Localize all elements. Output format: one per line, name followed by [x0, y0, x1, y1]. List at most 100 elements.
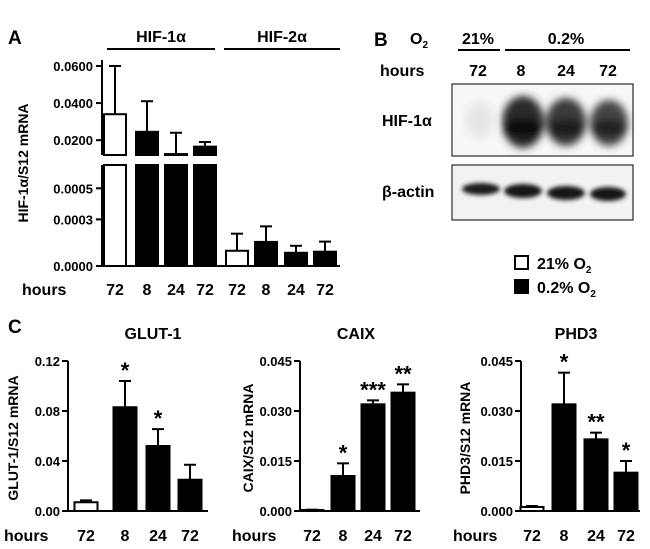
xtick-c1-3: 72: [181, 528, 199, 545]
ylabel-c2: CAIX/S12 mRNA: [240, 384, 256, 493]
bar-a-6: [284, 251, 308, 268]
xtick-c2-1: 8: [339, 528, 348, 545]
blot-o2-label: O2: [410, 31, 428, 51]
xtick-a-3: 72: [196, 282, 214, 299]
xtick-a-1: 8: [143, 282, 152, 299]
blot-hour-2: 24: [557, 63, 575, 80]
bar-c3-2: [583, 438, 609, 513]
blot-band2-label: β-actin: [382, 184, 434, 201]
tick-label-a-upper-1: 0.0400: [53, 96, 93, 111]
bar-c2-2: [360, 403, 386, 513]
xtick-a-7: 72: [316, 282, 334, 299]
hif1a-bands: [466, 96, 628, 148]
xtick-c1-1: 8: [121, 528, 130, 545]
tick-label-c1-1: 0.04: [35, 454, 61, 469]
tick-label-a-upper-2: 0.0200: [53, 133, 93, 148]
legend: 21% O2 0.2% O2: [514, 255, 596, 300]
bar-a-7: [313, 250, 337, 268]
ylabel-a: HIF-1α/S12 mRNA: [15, 103, 31, 222]
panel-b-blot: O2 21% 0.2% hours 72 8 24 72 HIF-1α β-ac…: [380, 31, 634, 221]
blot-cond-21: 21%: [462, 31, 494, 48]
significance-c1-1: *: [121, 358, 130, 383]
title-c3: PHD3: [555, 326, 598, 343]
bar-a-1-upper: [135, 130, 159, 157]
bar-a-3-upper: [193, 145, 217, 156]
tick-label-a-lower-0: 0.0005: [53, 181, 93, 196]
xtick-a-2: 24: [167, 282, 185, 299]
xtick-c2-2: 24: [364, 528, 382, 545]
bar-c1-1: [112, 406, 138, 512]
title-c2: CAIX: [337, 326, 376, 343]
tick-label-c2-3: 0.045: [259, 354, 292, 369]
bar-a-2-upper: [164, 153, 188, 157]
xtick-a-6: 24: [287, 282, 305, 299]
legend-swatch-hypoxia: [514, 279, 529, 294]
bar-c2-3: [390, 391, 416, 512]
xtick-c1-2: 24: [149, 528, 167, 545]
tick-label-c3-1: 0.015: [480, 454, 513, 469]
tick-label-a-lower-1: 0.0003: [53, 212, 93, 227]
tick-label-c3-0: 0.000: [480, 504, 513, 519]
bar-a-0-lower: [103, 164, 127, 267]
tick-label-c1-2: 0.08: [35, 404, 60, 419]
bar-c3-0: [519, 506, 545, 512]
tick-label-c3-3: 0.045: [480, 354, 513, 369]
panel-a-chart: 0.0600 0.0400 0.0200 0.0005 0.0003 0.0000 HIF-…: [15, 29, 340, 299]
xtick-c1-0: 72: [77, 528, 95, 545]
bar-c1-0: [73, 501, 99, 512]
group-label-1: HIF-2α: [257, 29, 307, 46]
blot-band1-label: HIF-1α: [382, 113, 432, 130]
bar-c3-1: [551, 403, 577, 513]
panel-label-a: A: [8, 28, 22, 49]
panel-c-charts: 0.00 0.04 0.08 0.12 72 * 8 * 24 72 GLUT-1 GLUT-1/S1…: [4, 326, 640, 545]
bar-c3-3: [613, 471, 639, 512]
bar-a-4: [225, 249, 249, 268]
blot-cond-02: 0.2%: [548, 31, 584, 48]
xlabel-c1: hours: [4, 528, 49, 545]
blot-hour-0: 72: [469, 63, 487, 80]
panel-label-b: B: [374, 30, 388, 51]
group-label-0: HIF-1α: [136, 29, 186, 46]
significance-c3-3: *: [622, 438, 631, 463]
significance-c2-2: ***: [360, 377, 386, 402]
ylabel-c1: GLUT-1/S12 mRNA: [5, 375, 21, 500]
tick-label-c2-2: 0.030: [259, 404, 292, 419]
blot-hour-1: 8: [517, 63, 526, 80]
bar-c1-2: [145, 445, 171, 512]
bar-a-2-lower: [164, 164, 188, 267]
panel-label-c: C: [8, 317, 22, 338]
bar-a-0-upper: [103, 113, 127, 157]
xtick-c2-0: 72: [303, 528, 321, 545]
legend-swatch-normoxia: [514, 255, 529, 270]
bar-a-5: [254, 240, 278, 268]
tick-label-c2-0: 0.000: [259, 504, 292, 519]
actin-bands: [462, 183, 626, 201]
tick-label-a-lower-2: 0.0000: [53, 259, 93, 274]
significance-c3-1: *: [560, 350, 569, 375]
xtick-a-5: 8: [262, 282, 271, 299]
bar-a-3-lower: [193, 164, 217, 267]
tick-label-c1-0: 0.00: [35, 504, 60, 519]
legend-label-hypoxia: 0.2% O2: [537, 280, 596, 300]
title-c1: GLUT-1: [125, 326, 182, 343]
xtick-c3-3: 72: [617, 528, 635, 545]
blot-hour-3: 72: [599, 63, 617, 80]
tick-label-c2-1: 0.015: [259, 454, 292, 469]
bar-c1-3: [177, 478, 203, 512]
tick-label-c3-2: 0.030: [480, 404, 513, 419]
xlabel-c3: hours: [453, 528, 498, 545]
xtick-c3-2: 24: [587, 528, 605, 545]
blot-hours-label: hours: [380, 63, 425, 80]
tick-label-a-upper-0: 0.0600: [53, 59, 93, 74]
xtick-a-4: 72: [228, 282, 246, 299]
legend-label-normoxia: 21% O2: [537, 256, 592, 276]
bar-c2-1: [330, 475, 356, 512]
xtick-c3-0: 72: [523, 528, 541, 545]
xtick-c2-3: 72: [394, 528, 412, 545]
significance-c2-1: *: [339, 440, 348, 465]
significance-c1-2: *: [154, 406, 163, 431]
xtick-a-0: 72: [106, 282, 124, 299]
xtick-c3-1: 8: [560, 528, 569, 545]
significance-c3-2: **: [587, 410, 605, 435]
